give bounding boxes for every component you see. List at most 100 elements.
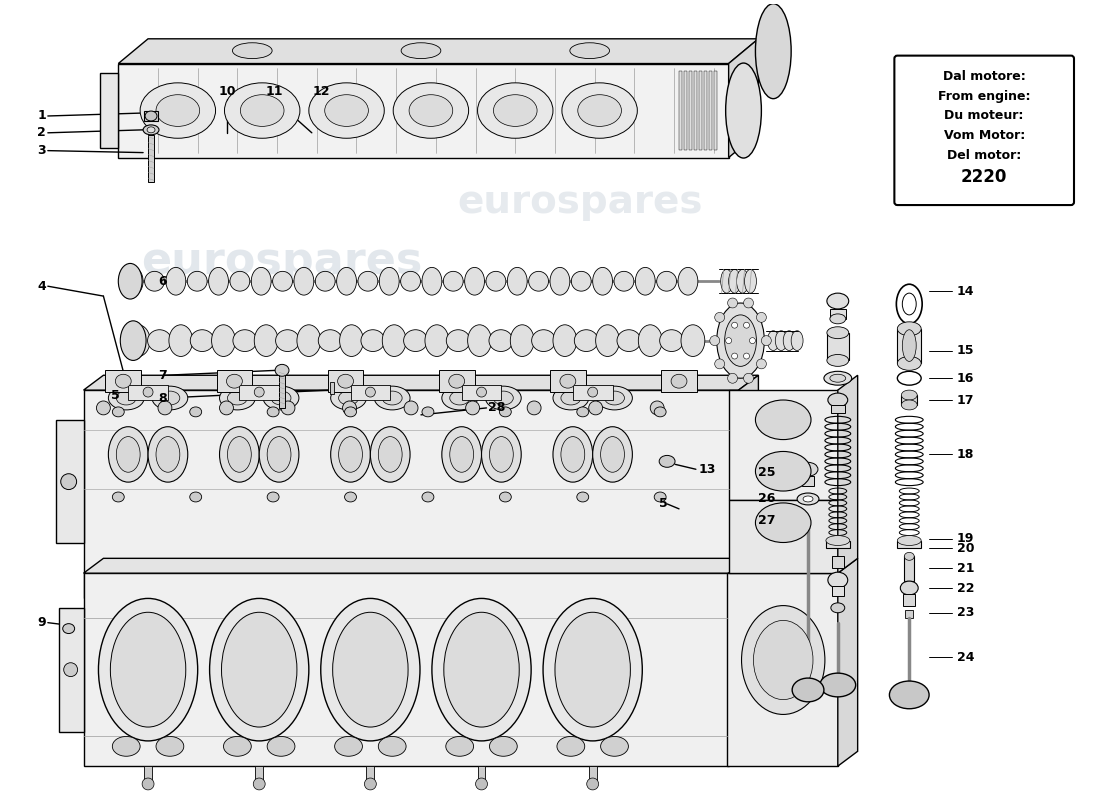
Ellipse shape — [190, 330, 214, 351]
Ellipse shape — [678, 267, 697, 295]
Ellipse shape — [273, 271, 293, 291]
Bar — [279, 370, 285, 408]
Ellipse shape — [726, 338, 732, 343]
Ellipse shape — [211, 325, 235, 357]
Ellipse shape — [902, 330, 916, 362]
Ellipse shape — [260, 426, 299, 482]
Ellipse shape — [97, 401, 110, 415]
Bar — [477, 766, 485, 784]
Ellipse shape — [727, 374, 737, 383]
Ellipse shape — [485, 386, 521, 410]
Ellipse shape — [749, 338, 756, 343]
Ellipse shape — [365, 387, 375, 397]
Bar — [704, 71, 707, 150]
Ellipse shape — [432, 598, 531, 741]
Ellipse shape — [379, 267, 399, 295]
Text: 23: 23 — [957, 606, 975, 619]
Bar — [106, 370, 141, 392]
Ellipse shape — [220, 401, 233, 415]
Ellipse shape — [60, 474, 77, 490]
Ellipse shape — [220, 386, 255, 410]
Ellipse shape — [715, 313, 725, 322]
Bar — [550, 370, 585, 392]
Ellipse shape — [220, 426, 260, 482]
Ellipse shape — [681, 325, 705, 357]
Ellipse shape — [371, 426, 410, 482]
Ellipse shape — [482, 426, 521, 482]
Ellipse shape — [169, 325, 192, 357]
Ellipse shape — [64, 662, 78, 677]
Ellipse shape — [267, 407, 279, 417]
Ellipse shape — [126, 325, 150, 357]
Ellipse shape — [227, 374, 242, 388]
Text: 16: 16 — [957, 372, 975, 385]
Ellipse shape — [829, 374, 846, 382]
Text: 9: 9 — [37, 616, 46, 629]
Ellipse shape — [720, 270, 733, 293]
Ellipse shape — [334, 737, 362, 756]
Ellipse shape — [529, 271, 549, 291]
Ellipse shape — [494, 94, 537, 126]
Bar — [827, 333, 849, 361]
Bar — [728, 390, 838, 500]
Ellipse shape — [560, 374, 575, 388]
Ellipse shape — [510, 325, 535, 357]
Ellipse shape — [123, 267, 143, 295]
Ellipse shape — [726, 63, 761, 158]
Ellipse shape — [263, 386, 299, 410]
Ellipse shape — [116, 374, 131, 388]
Ellipse shape — [450, 391, 470, 405]
Bar — [714, 71, 717, 150]
Ellipse shape — [241, 94, 284, 126]
Ellipse shape — [144, 271, 164, 291]
Ellipse shape — [98, 598, 198, 741]
Ellipse shape — [745, 270, 757, 293]
Polygon shape — [84, 558, 748, 573]
Ellipse shape — [614, 271, 634, 291]
Bar — [832, 556, 844, 568]
Text: 8: 8 — [158, 391, 166, 405]
Text: 13: 13 — [698, 462, 716, 476]
Text: 17: 17 — [957, 394, 975, 406]
Ellipse shape — [553, 386, 588, 410]
Ellipse shape — [494, 391, 514, 405]
Ellipse shape — [271, 391, 292, 405]
Ellipse shape — [820, 673, 856, 697]
Bar — [898, 541, 921, 549]
Ellipse shape — [223, 737, 251, 756]
Ellipse shape — [900, 581, 918, 595]
Ellipse shape — [187, 271, 207, 291]
Bar — [330, 382, 333, 394]
Bar — [901, 395, 917, 405]
Bar — [679, 71, 682, 150]
Ellipse shape — [468, 325, 492, 357]
Bar — [129, 385, 168, 400]
Ellipse shape — [152, 386, 188, 410]
Text: 18: 18 — [957, 448, 975, 461]
Polygon shape — [56, 420, 84, 543]
Ellipse shape — [221, 612, 297, 727]
Ellipse shape — [477, 83, 553, 138]
Bar — [328, 370, 363, 392]
Ellipse shape — [596, 386, 632, 410]
Ellipse shape — [757, 313, 767, 322]
Ellipse shape — [344, 492, 356, 502]
Ellipse shape — [112, 492, 124, 502]
Ellipse shape — [148, 426, 188, 482]
Bar — [148, 134, 154, 182]
Ellipse shape — [209, 267, 229, 295]
Text: eurospares: eurospares — [456, 183, 703, 221]
Ellipse shape — [636, 267, 656, 295]
Ellipse shape — [378, 737, 406, 756]
Ellipse shape — [593, 267, 613, 295]
Ellipse shape — [358, 271, 377, 291]
Ellipse shape — [828, 393, 848, 407]
Ellipse shape — [761, 336, 771, 346]
Ellipse shape — [339, 437, 362, 472]
Ellipse shape — [553, 325, 576, 357]
Ellipse shape — [254, 325, 278, 357]
Ellipse shape — [321, 598, 420, 741]
Ellipse shape — [364, 778, 376, 790]
Ellipse shape — [901, 400, 917, 410]
Ellipse shape — [605, 391, 625, 405]
